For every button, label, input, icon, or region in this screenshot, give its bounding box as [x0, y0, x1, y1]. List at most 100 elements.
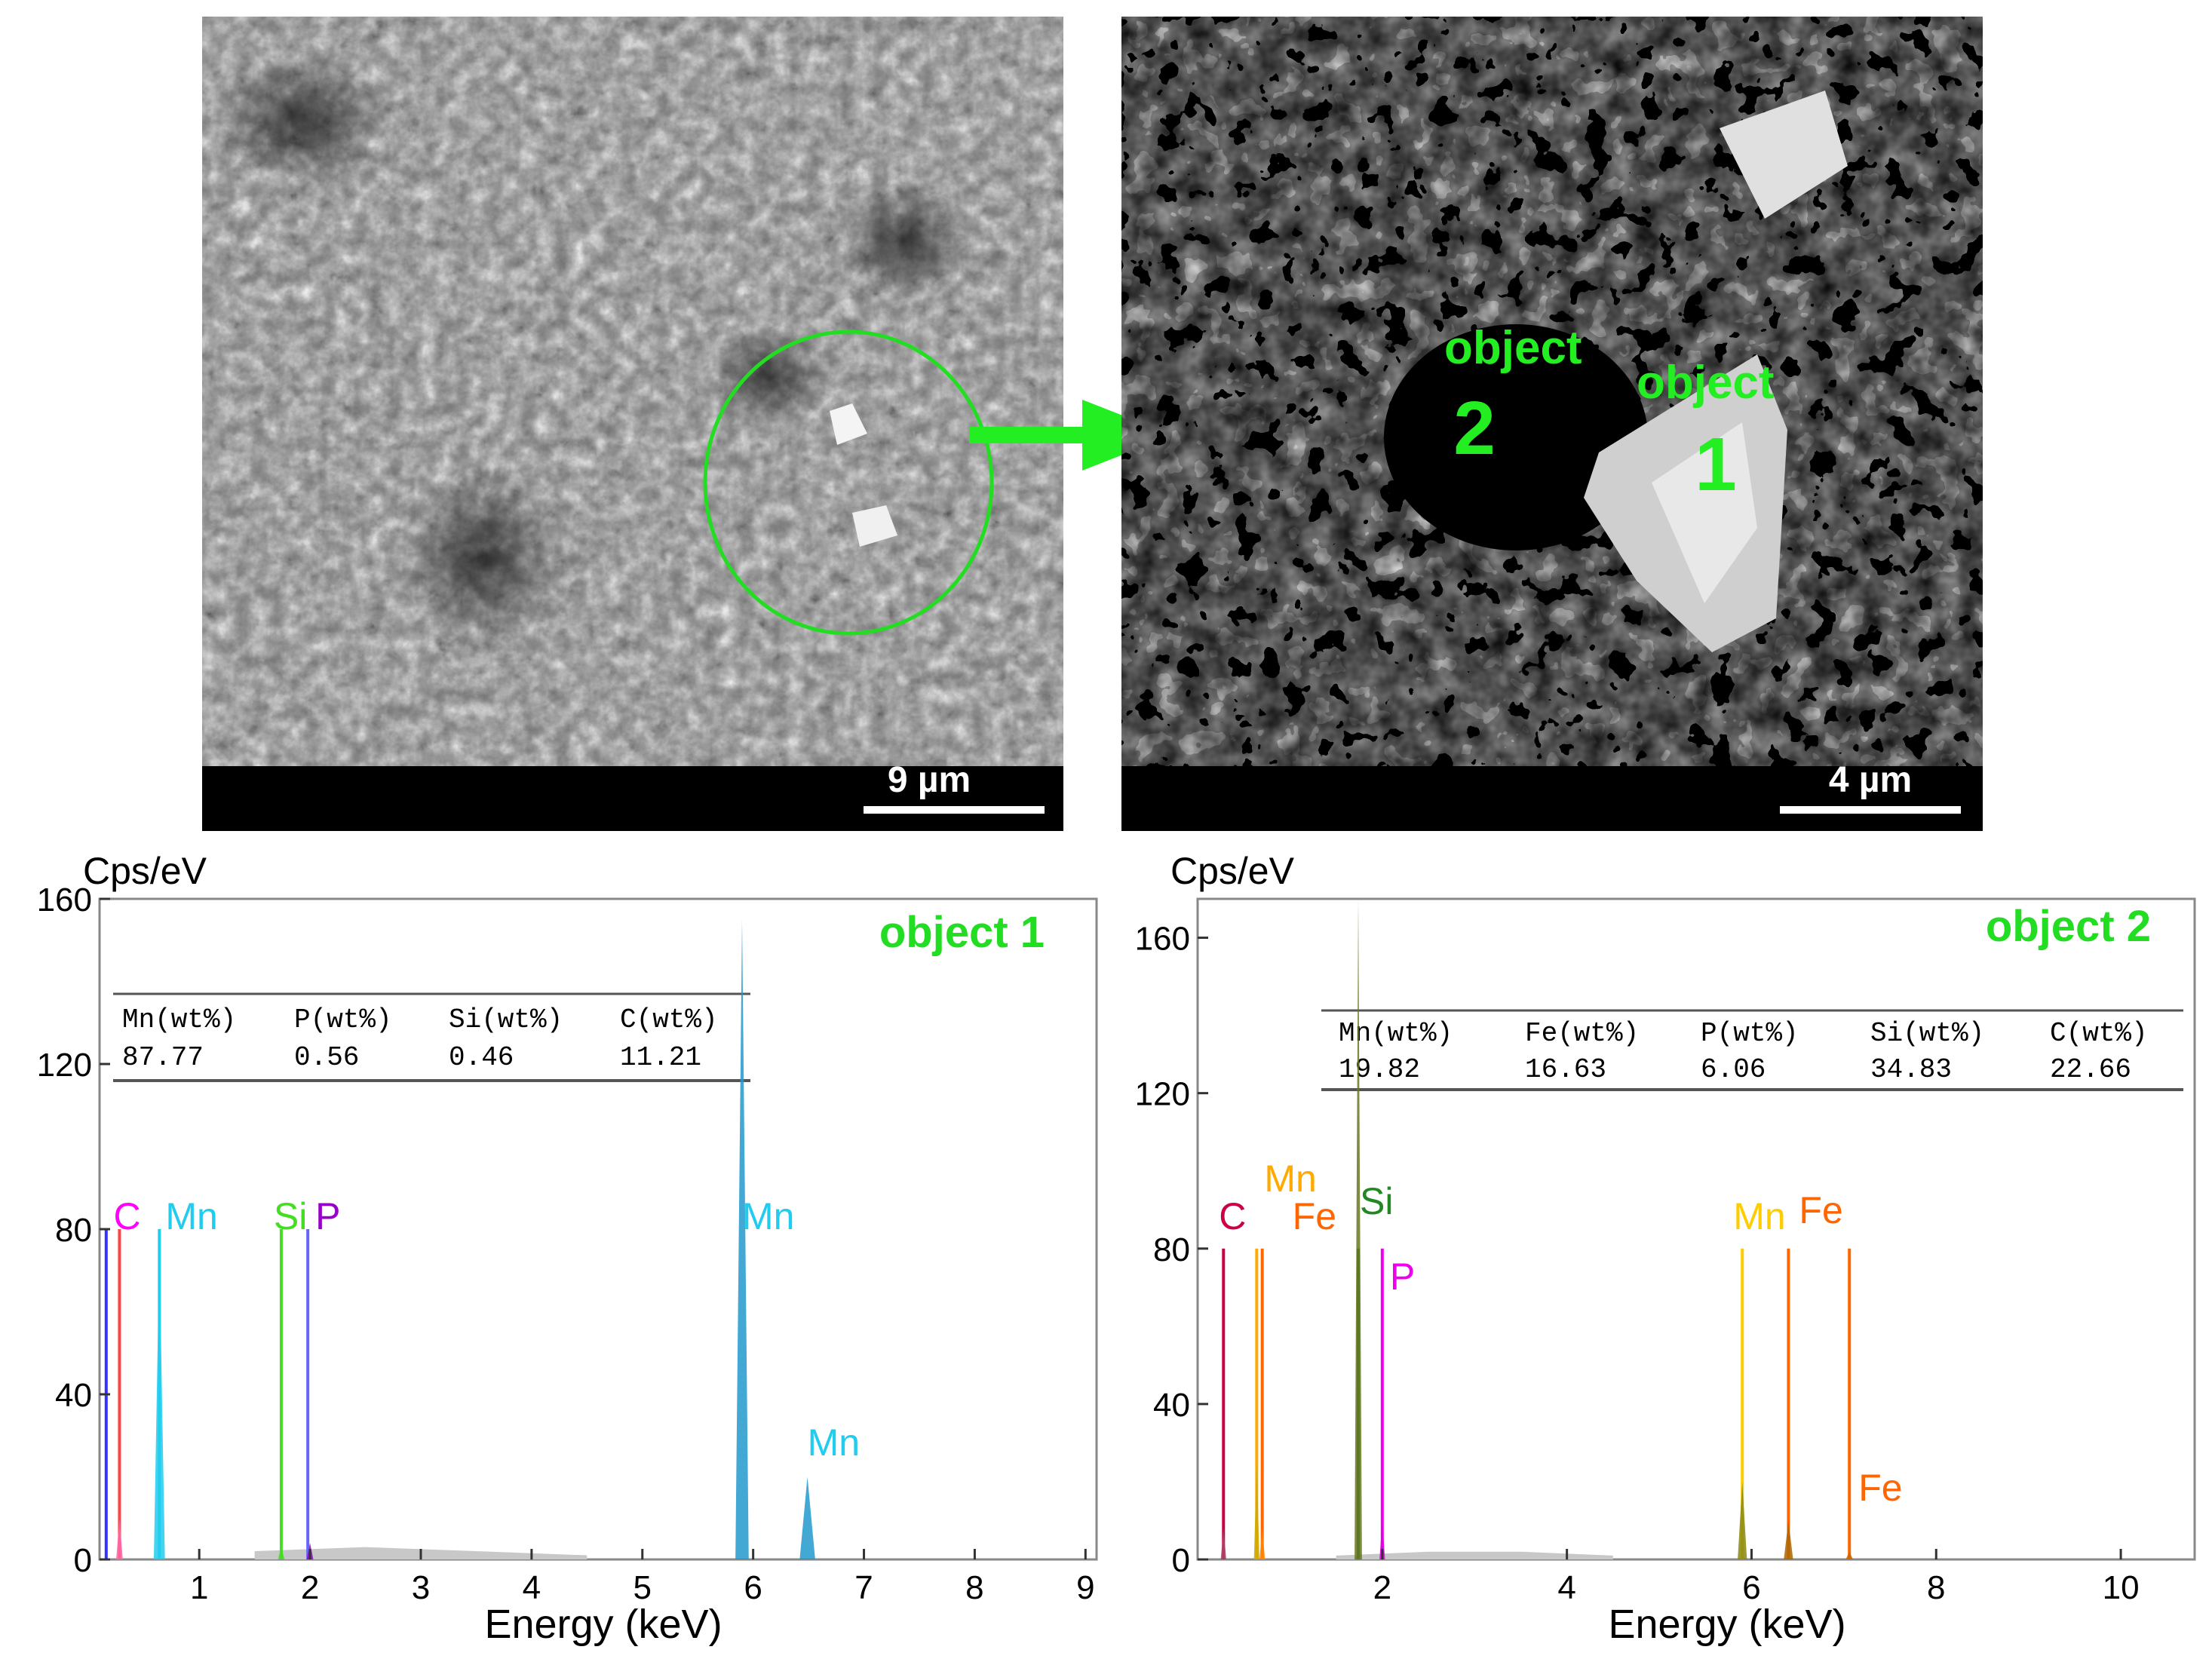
x-tick-label: 4	[1557, 1569, 1575, 1606]
y-tick-label: 40	[1153, 1387, 1190, 1424]
spectrum-peak	[1845, 1551, 1854, 1559]
table-header: Mn(wt%)	[1339, 1018, 1453, 1049]
x-tick-label: 4	[523, 1569, 541, 1606]
y-tick-label: 120	[1135, 1076, 1190, 1113]
dark-pore	[211, 53, 392, 189]
bright-grain	[1720, 90, 1848, 219]
spectrum-peak	[278, 1547, 285, 1559]
spectrum-peak	[1379, 1520, 1385, 1559]
table-value: 16.63	[1525, 1054, 1606, 1085]
y-tick-label: 0	[1172, 1542, 1190, 1579]
table-value: 11.21	[620, 1042, 701, 1073]
x-tick-label: 5	[634, 1569, 652, 1606]
bright-grain	[852, 505, 897, 547]
dark-pore	[709, 324, 830, 430]
x-tick-label: 2	[1373, 1569, 1391, 1606]
eds-spectrum-object-1: Cps/eV object 1 Energy (keV) Mn(wt%) P(w…	[37, 850, 1098, 1647]
element-label: Si	[1360, 1180, 1393, 1222]
plot-frame	[1196, 897, 2196, 1561]
element-label: Mn	[808, 1421, 860, 1464]
y-tick-label: 160	[1135, 921, 1190, 958]
x-axis-label: Energy (keV)	[484, 1602, 722, 1647]
table-header: Si(wt%)	[1870, 1018, 1984, 1049]
spectrum-peak	[799, 1476, 815, 1559]
bright-grain	[830, 403, 867, 445]
x-tick-label: 6	[744, 1569, 762, 1606]
table-value: 19.82	[1339, 1054, 1420, 1085]
spectrum-peak	[1253, 1462, 1260, 1559]
x-axis-label: Energy (keV)	[1608, 1602, 1845, 1647]
scale-bar-strip	[202, 766, 1063, 831]
element-label: Mn	[165, 1195, 217, 1237]
x-tick-label: 1	[190, 1569, 208, 1606]
object-1-highlight	[1652, 422, 1757, 603]
spectrum-peak	[1259, 1528, 1266, 1559]
plot-frame	[98, 897, 1098, 1561]
x-tick-label: 7	[854, 1569, 873, 1606]
y-tick-label: 80	[55, 1212, 92, 1249]
spectrum-peak	[1355, 899, 1362, 1559]
table-value: 34.83	[1870, 1054, 1952, 1085]
element-label: Mn	[1264, 1158, 1316, 1200]
scale-label: 4 µm	[1829, 760, 1912, 800]
element-label: Fe	[1293, 1195, 1336, 1237]
table-value: 6.06	[1701, 1054, 1766, 1085]
x-tick-label: 2	[301, 1569, 319, 1606]
spectrum-peak	[1738, 1481, 1747, 1559]
spectrum-peak	[735, 919, 749, 1559]
y-tick-label: 120	[37, 1047, 92, 1084]
spectrum-peak	[153, 1250, 165, 1559]
table-value: 0.46	[449, 1042, 514, 1073]
object-2-number: 2	[1453, 386, 1496, 471]
y-tick-label: 160	[37, 882, 92, 918]
element-label: Fe	[1858, 1467, 1902, 1509]
chart-title: object 2	[1986, 902, 2151, 951]
table-value: 87.77	[122, 1042, 204, 1073]
table-header: C(wt%)	[2050, 1018, 2148, 1049]
x-tick-label: 10	[2103, 1569, 2140, 1606]
element-label: P	[315, 1195, 340, 1237]
y-axis-label: Cps/eV	[1170, 850, 1295, 892]
table-header: Si(wt%)	[449, 1004, 563, 1035]
spectrum-peak	[1220, 1528, 1226, 1559]
dark-pore	[837, 181, 973, 302]
element-label: Fe	[1799, 1189, 1842, 1231]
x-tick-label: 8	[965, 1569, 983, 1606]
table-header: P(wt%)	[1701, 1018, 1799, 1049]
selection-ellipse	[703, 330, 994, 636]
continuum-background	[1336, 1551, 1613, 1559]
object-2-region	[1384, 324, 1648, 550]
element-label: C	[113, 1195, 140, 1237]
table-header: C(wt%)	[620, 1004, 718, 1035]
table-header: P(wt%)	[294, 1004, 392, 1035]
chart-title: object 1	[879, 908, 1045, 957]
element-label: C	[1219, 1195, 1246, 1237]
spectrum-peak	[1784, 1520, 1793, 1559]
y-tick-label: 40	[55, 1377, 92, 1414]
sem-micrograph-left: 9 µm	[202, 17, 1063, 831]
object-2-label: object	[1444, 322, 1582, 374]
object-1-number: 1	[1695, 422, 1737, 507]
sem-micrograph-right: object 2 object 1 4 µm	[1121, 17, 1983, 831]
table-value: 22.66	[2050, 1054, 2131, 1085]
composition-table: Mn(wt%) P(wt%) Si(wt%) C(wt%) 87.77 0.56…	[113, 992, 750, 1082]
element-label: Si	[274, 1195, 307, 1237]
element-label: Mn	[742, 1195, 794, 1237]
x-tick-label: 8	[1927, 1569, 1945, 1606]
table-header: Fe(wt%)	[1525, 1018, 1639, 1049]
table-header: Mn(wt%)	[122, 1004, 236, 1035]
y-tick-label: 0	[74, 1542, 92, 1579]
y-axis-label: Cps/eV	[83, 850, 207, 892]
eds-spectrum-object-2: Cps/eV object 2 Energy (keV) Mn(wt%) Fe(…	[1135, 850, 2196, 1647]
scale-bar-strip	[1121, 766, 1983, 831]
object-1-label: object	[1637, 357, 1775, 409]
element-label: Mn	[1733, 1195, 1785, 1237]
y-tick-label: 80	[1153, 1231, 1190, 1268]
x-tick-label: 9	[1076, 1569, 1094, 1606]
table-value: 0.56	[294, 1042, 359, 1073]
x-tick-label: 6	[1742, 1569, 1760, 1606]
scale-label: 9 µm	[888, 760, 971, 800]
element-label: P	[1390, 1256, 1415, 1298]
x-tick-label: 3	[412, 1569, 430, 1606]
